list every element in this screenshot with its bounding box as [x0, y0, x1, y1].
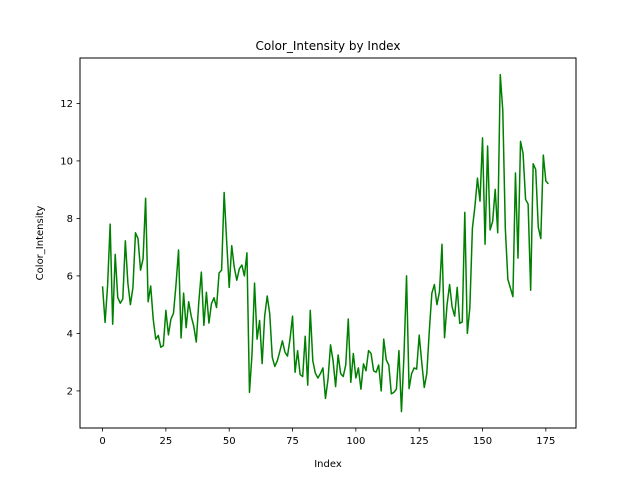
y-tick-label: 2	[67, 386, 73, 397]
x-axis-label: Index	[314, 459, 342, 470]
x-tick-label: 100	[346, 436, 365, 447]
plot-area	[101, 73, 549, 413]
chart-title: Color_Intensity by Index	[256, 39, 401, 53]
x-tick-label: 175	[536, 436, 555, 447]
series-line-0	[101, 73, 549, 413]
x-tick-label: 50	[223, 436, 236, 447]
y-axis-label: Color_Intensity	[35, 206, 46, 281]
y-axis: 2 4 6 8 10 12	[60, 99, 80, 397]
x-tick-label: 0	[99, 436, 105, 447]
x-tick-label: 150	[473, 436, 492, 447]
y-tick-label: 6	[67, 271, 73, 282]
x-tick-label: 25	[160, 436, 173, 447]
y-tick-label: 12	[60, 99, 73, 110]
y-tick-label: 10	[60, 156, 73, 167]
x-axis: 0 25 50 75 100 125 150 175	[99, 428, 555, 447]
y-tick-label: 4	[67, 329, 73, 340]
x-tick-label: 125	[410, 436, 429, 447]
x-tick-label: 75	[286, 436, 299, 447]
y-tick-label: 8	[67, 214, 73, 225]
axes-frame	[79, 57, 577, 429]
